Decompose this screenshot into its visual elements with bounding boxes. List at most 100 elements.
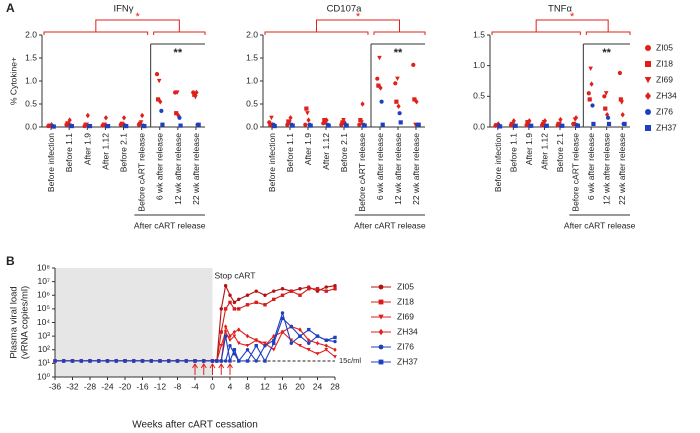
x-tick-label: 6 wk after release [586,133,596,200]
data-point [378,85,383,91]
data-point [280,329,285,335]
data-point [412,97,417,102]
data-point [287,120,292,125]
y-tick-label: 1.0 [246,75,258,85]
x-tick-label: -28 [84,381,97,391]
y-tick-label: 0.5 [246,98,258,108]
data-point [271,348,276,352]
data-point [193,95,198,100]
data-point [103,115,109,121]
x-tick-label: 24 [313,381,323,391]
data-point [87,123,93,129]
data-point [324,289,328,293]
data-point [245,293,250,297]
data-point [232,334,237,338]
data-point [254,289,258,293]
data-point [280,293,285,297]
data-point [376,83,381,88]
y-tick-label: 2.0 [246,29,258,39]
data-point [379,99,384,104]
data-point [254,343,258,348]
data-point [263,343,267,348]
data-point [397,111,402,116]
data-point [333,339,337,344]
data-point [140,359,145,363]
x-tick-label: 12 [260,381,270,391]
data-point [362,123,367,128]
y-tick-label: 10³ [38,330,50,340]
data-point [51,124,56,129]
significance: * [570,11,575,23]
arrow [218,363,225,375]
chart-title: CD107a [327,4,363,15]
x-tick-label: 22 wk after release [411,133,421,205]
data-point [340,120,345,125]
data-point [232,307,237,311]
data-point [588,66,593,72]
data-point [193,359,197,363]
y-tick-label: 1.0 [473,60,485,70]
data-point [102,122,108,128]
data-point [344,123,349,128]
y-tick-label: 0.5 [473,91,485,101]
data-point [160,122,165,127]
data-point [223,324,228,329]
data-point [232,348,237,352]
significance: ** [602,47,611,59]
significance: ** [394,47,403,59]
legend-label: ZI76 [397,341,414,351]
y-tick-label: 0.0 [25,121,37,131]
data-point [396,103,401,110]
data-point [124,123,129,129]
data-point [280,287,285,291]
data-point [315,352,320,356]
data-point [245,333,250,339]
legend-marker [378,314,384,320]
legend-label: ZI69 [397,311,414,321]
data-point [137,121,143,126]
data-point [315,334,320,338]
x-tick-label: 22 wk after release [191,133,201,205]
data-point [393,81,398,86]
data-point [121,115,127,121]
data-point [155,97,161,102]
data-point [575,123,580,128]
data-point [357,122,362,127]
data-point [572,121,577,127]
data-point [88,359,92,363]
y-tick-label: 10⁰ [37,371,50,381]
data-point [618,97,623,102]
data-point [324,338,328,342]
data-point [288,115,293,121]
y-tick-label: 1.0 [25,75,37,85]
data-point [70,359,75,363]
data-point [620,112,625,118]
data-point [236,341,241,346]
data-point [606,121,612,127]
data-point [342,119,347,126]
data-point [263,359,267,363]
data-point [398,120,403,125]
y-tick-label: 10⁴ [37,317,50,327]
data-point [307,327,311,332]
x-axis-label: Weeks after cART cessation [132,420,258,431]
data-point [529,123,534,128]
annotation: Stop cART [215,270,256,280]
arrow [227,363,233,375]
data-point [62,359,66,363]
x-tick-label: 6 wk after release [155,133,165,200]
significance: * [135,11,140,23]
data-point [192,92,197,97]
data-point [84,122,90,128]
data-point [305,111,310,116]
x-tick-label: Before cART release [571,133,581,212]
data-point [333,347,337,352]
arrow [192,363,198,375]
data-point [263,303,267,307]
data-point [622,121,627,127]
data-point [263,341,267,346]
x-tick-label: Before 2.1 [339,133,349,172]
data-point [132,359,136,363]
y-tick-label: 1.5 [25,52,37,62]
